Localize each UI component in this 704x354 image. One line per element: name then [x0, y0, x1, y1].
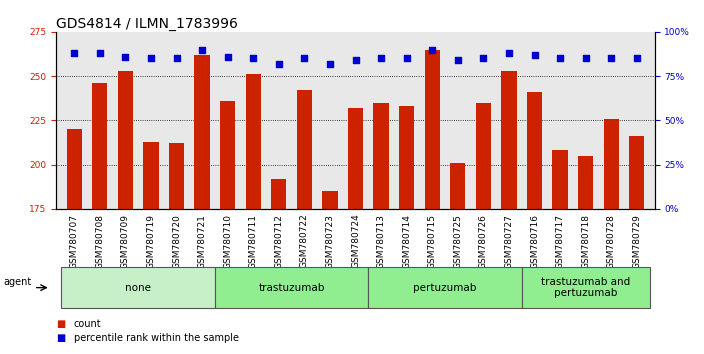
- Bar: [450, 163, 465, 354]
- Point: [120, 54, 131, 59]
- Point: [580, 56, 591, 61]
- Bar: [118, 71, 133, 354]
- Point: [68, 50, 80, 56]
- Point: [298, 56, 310, 61]
- Text: ■: ■: [56, 333, 65, 343]
- Point: [171, 56, 182, 61]
- Point: [401, 56, 413, 61]
- Text: ■: ■: [56, 319, 65, 329]
- Point: [427, 47, 438, 52]
- Point: [452, 57, 463, 63]
- Bar: [476, 103, 491, 354]
- Bar: [553, 150, 567, 354]
- Bar: [501, 71, 517, 354]
- Bar: [296, 90, 312, 354]
- Text: agent: agent: [4, 277, 32, 287]
- Bar: [271, 179, 287, 354]
- Bar: [246, 74, 261, 354]
- Bar: [399, 106, 415, 354]
- Bar: [629, 136, 644, 354]
- Bar: [348, 108, 363, 354]
- Point: [529, 52, 540, 58]
- Text: none: none: [125, 282, 151, 293]
- Bar: [67, 129, 82, 354]
- Point: [503, 50, 515, 56]
- Point: [196, 47, 208, 52]
- Bar: [425, 50, 440, 354]
- Bar: [578, 156, 593, 354]
- Bar: [194, 55, 210, 354]
- Point: [248, 56, 259, 61]
- Point: [94, 50, 106, 56]
- Point: [478, 56, 489, 61]
- Point: [222, 54, 233, 59]
- Point: [273, 61, 284, 67]
- Point: [631, 56, 643, 61]
- Bar: [144, 142, 158, 354]
- Text: GDS4814 / ILMN_1783996: GDS4814 / ILMN_1783996: [56, 17, 238, 31]
- Point: [325, 61, 336, 67]
- Point: [145, 56, 156, 61]
- Text: trastuzumab: trastuzumab: [258, 282, 325, 293]
- Text: count: count: [74, 319, 101, 329]
- Text: pertuzumab: pertuzumab: [413, 282, 477, 293]
- Text: trastuzumab and
pertuzumab: trastuzumab and pertuzumab: [541, 277, 630, 298]
- Point: [375, 56, 386, 61]
- Bar: [373, 103, 389, 354]
- Point: [350, 57, 361, 63]
- Bar: [220, 101, 235, 354]
- Point: [605, 56, 617, 61]
- Bar: [603, 119, 619, 354]
- Bar: [322, 191, 338, 354]
- Bar: [169, 143, 184, 354]
- Point: [555, 56, 566, 61]
- Text: percentile rank within the sample: percentile rank within the sample: [74, 333, 239, 343]
- Bar: [92, 83, 108, 354]
- Bar: [527, 92, 542, 354]
